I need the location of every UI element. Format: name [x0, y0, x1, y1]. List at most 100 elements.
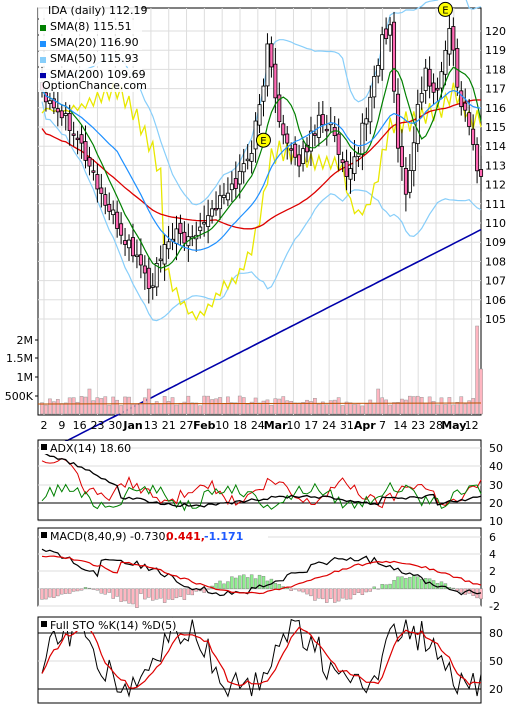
volume-bar — [59, 403, 64, 415]
x-axis-label: Apr — [354, 419, 376, 432]
macd-panel-tick-label: -2 — [489, 600, 500, 613]
price-y-tick-label: 117 — [485, 83, 506, 96]
candle-body — [217, 195, 222, 210]
macd-histogram-bar — [408, 576, 412, 589]
candle-body — [51, 98, 56, 109]
macd-histogram-bar — [99, 588, 104, 594]
macd-histogram-bar — [174, 588, 179, 599]
x-axis-label: 13 — [144, 419, 158, 432]
macd-histogram-bar — [305, 588, 309, 595]
macd-histogram-bar — [249, 574, 254, 589]
macd-line — [41, 548, 482, 597]
macd-histogram-bar — [356, 588, 361, 593]
candle-body — [455, 48, 460, 88]
macd-histogram-bar — [277, 584, 282, 589]
volume-bar — [376, 388, 381, 415]
candle-body — [210, 208, 215, 217]
volume-bar — [415, 395, 420, 415]
volume-bar — [431, 401, 436, 415]
macd-histogram-bar — [214, 583, 218, 589]
candle-body — [127, 239, 132, 249]
adx-panel-tick-label: 40 — [489, 460, 503, 473]
macd-histogram-bar — [64, 588, 68, 594]
macd-histogram-bar — [329, 588, 333, 599]
volume-bar — [439, 397, 444, 415]
macd-histogram-bar — [392, 580, 396, 589]
volume-bar — [111, 396, 116, 415]
x-axis-label: 10 — [286, 419, 300, 432]
price-y-tick-label: 105 — [485, 313, 506, 326]
sto-title: Full STO %K(14) %D(5) — [50, 619, 176, 632]
bollinger-lower-line — [41, 101, 482, 322]
macd-histogram-bar — [186, 588, 191, 595]
candle-body — [447, 28, 452, 55]
candle-body — [423, 67, 428, 91]
x-axis-label: Mar — [264, 419, 288, 432]
macd-panel-tick-label: 2 — [489, 565, 496, 578]
macd-histogram-bar — [412, 575, 416, 589]
volume-bar — [253, 397, 258, 415]
candle-body — [427, 68, 432, 87]
earnings-marker-label: E — [442, 5, 448, 16]
macd-histogram-bar — [123, 588, 127, 602]
candle-body — [158, 258, 163, 261]
macd-histogram-bar — [293, 588, 297, 590]
macd-panel-tick-label: 6 — [489, 531, 496, 544]
volume-bar — [309, 401, 313, 415]
candle-body — [312, 133, 317, 136]
volume-bar — [479, 368, 483, 415]
legend-label: SMA(50) 115.93 — [50, 52, 139, 65]
macd-histogram-bar — [380, 584, 384, 589]
macd-histogram-bar — [372, 586, 376, 589]
sma200-line — [41, 228, 482, 455]
macd-histogram-bar — [135, 588, 139, 608]
macd-histogram-bar — [257, 574, 262, 589]
x-axis-label: Feb — [193, 419, 216, 432]
macd-histogram-bar — [147, 588, 151, 598]
volume-bar — [249, 401, 254, 415]
volume-bar — [407, 395, 412, 415]
sto-panel-tick-label: 80 — [489, 627, 503, 640]
macd-histogram-bar — [420, 578, 424, 589]
macd-histogram-bar — [119, 588, 123, 602]
candle-body — [233, 178, 238, 189]
macd-histogram-bar — [40, 588, 44, 600]
volume-bar — [471, 398, 475, 415]
volume-bar — [380, 397, 385, 415]
volume-bar — [348, 402, 353, 415]
legend-swatch — [40, 73, 46, 79]
candle-body — [257, 104, 262, 126]
volume-bar — [237, 395, 242, 415]
candle-body — [241, 163, 246, 173]
macd-histogram-bar — [396, 576, 400, 589]
x-axis-label: 24 — [322, 419, 336, 432]
volume-bar — [305, 399, 309, 415]
volume-bar — [265, 399, 270, 415]
candle-body — [214, 208, 219, 211]
candle-body — [340, 159, 345, 164]
volume-bar — [71, 397, 76, 415]
price-y-tick-label: 112 — [485, 179, 506, 192]
volume-bar — [174, 404, 179, 415]
candle-body — [459, 90, 464, 108]
x-axis-label: 27 — [180, 419, 194, 432]
volume-bar — [115, 399, 120, 415]
volume-bar — [170, 397, 175, 415]
legend-backdrop — [38, 52, 142, 66]
macd-histogram-bar — [245, 577, 250, 589]
volume-bar — [297, 402, 301, 415]
x-axis-label: 31 — [340, 419, 354, 432]
legend-swatch — [40, 57, 46, 63]
candle-body — [475, 144, 480, 172]
candle-body — [281, 123, 286, 136]
volume-bar — [206, 395, 210, 415]
candle-body — [380, 34, 385, 70]
macd-histogram-bar — [60, 588, 64, 595]
candle-body — [471, 128, 476, 145]
volume-bar — [332, 399, 337, 415]
candle-body — [55, 108, 60, 113]
volume-bar — [103, 396, 108, 415]
macd-title-swatch — [41, 532, 47, 538]
candle-body — [376, 65, 381, 77]
price-y-tick-label: 106 — [485, 294, 506, 307]
